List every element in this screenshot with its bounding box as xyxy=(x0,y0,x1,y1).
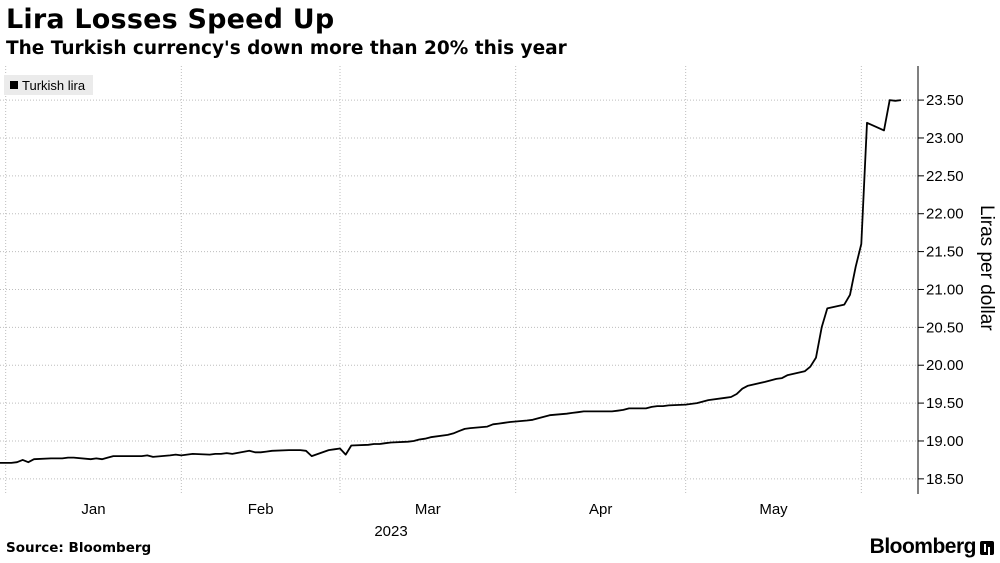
x-tick-label: Feb xyxy=(248,501,274,518)
chart-subtitle: The Turkish currency's down more than 20… xyxy=(6,38,567,59)
series-line-turkish-lira xyxy=(0,99,902,464)
x-tick-label: Mar xyxy=(415,501,441,518)
legend: Turkish lira xyxy=(4,75,94,95)
legend-label: Turkish lira xyxy=(22,77,86,93)
series-layer xyxy=(0,99,902,464)
y-tick-label: 21.00 xyxy=(926,281,964,298)
y-axis-title: Liras per dollar xyxy=(976,205,997,331)
tick-labels: 18.50 19.00 19.50 20.00 20.50 21.00 21.50 22.00… xyxy=(81,92,997,540)
y-tick-label: 22.00 xyxy=(926,206,964,223)
x-year-label: 2023 xyxy=(374,523,407,540)
x-tick-label: Jan xyxy=(81,501,105,518)
x-tick-label: Apr xyxy=(589,501,612,518)
y-tick-label: 23.00 xyxy=(926,130,964,147)
y-tick-label: 20.50 xyxy=(926,319,964,336)
axes xyxy=(917,66,924,494)
y-tick-label: 20.00 xyxy=(926,357,964,374)
x-tick-label: May xyxy=(759,501,788,518)
y-tick-label: 18.50 xyxy=(926,471,964,488)
source-note: Source: Bloomberg xyxy=(6,540,152,556)
y-tick-label: 22.50 xyxy=(926,168,964,185)
y-tick-label: 21.50 xyxy=(926,244,964,261)
y-tick-label: 23.50 xyxy=(926,92,964,109)
brand-logo: Bloomberg xyxy=(869,535,977,558)
y-tick-label: 19.00 xyxy=(926,433,964,450)
grid-lines xyxy=(0,66,918,494)
chart-title: Lira Losses Speed Up xyxy=(6,4,335,35)
legend-swatch xyxy=(10,81,18,89)
y-tick-label: 19.50 xyxy=(926,395,964,412)
bloomberg-icon xyxy=(980,541,994,555)
